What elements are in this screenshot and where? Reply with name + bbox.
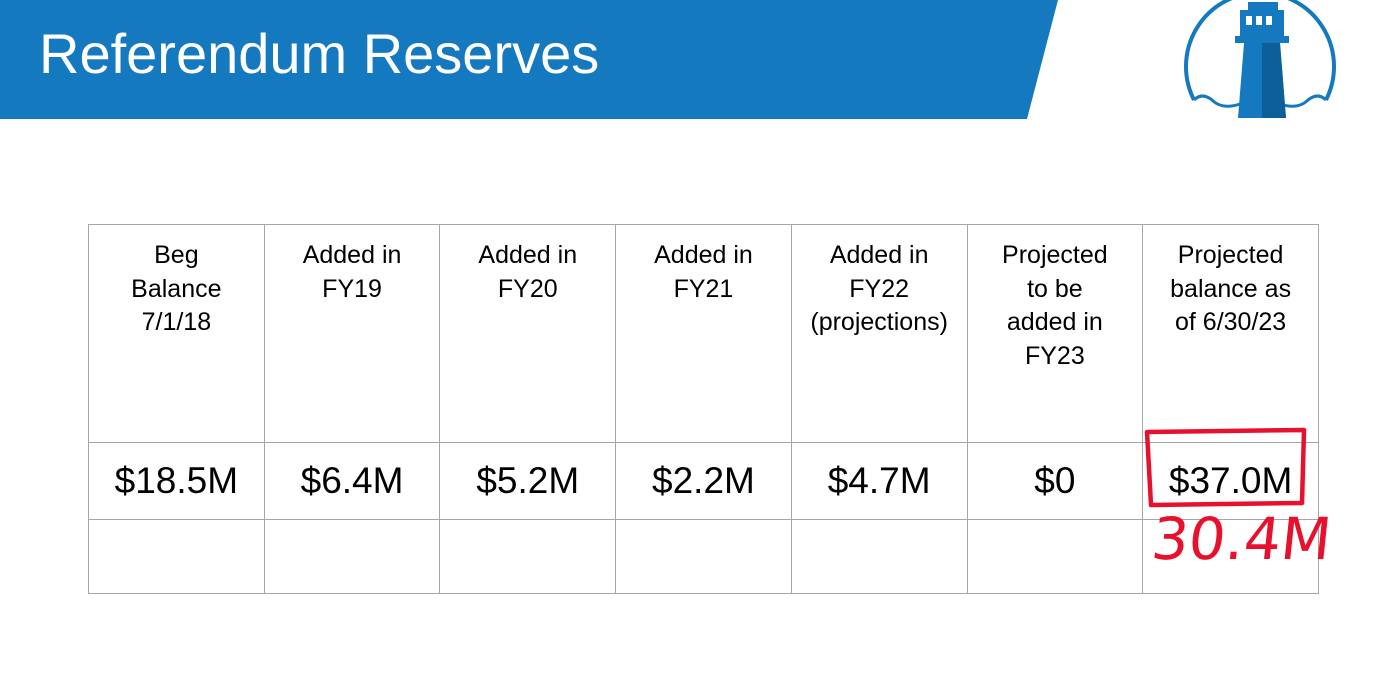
- column-header-projected-balance: Projected balance as of 6/30/23: [1142, 224, 1319, 443]
- empty-cell: [615, 519, 792, 594]
- header-text: Projected balance as of 6/30/23: [1170, 241, 1292, 336]
- value-fy22: $4.7M: [790, 442, 968, 520]
- empty-cell: [88, 519, 265, 594]
- table-row-values: $18.5M $6.4M $5.2M $2.2M $4.7M $0 $37.0M: [88, 442, 1319, 520]
- header-text: Projected to be added in FY23: [1002, 241, 1108, 370]
- title-banner-shape: [0, 0, 1058, 119]
- column-header-fy23: Projected to be added in FY23: [966, 224, 1144, 443]
- column-header-beg-balance: Beg Balance 7/1/18: [88, 224, 265, 443]
- empty-cell: [439, 519, 617, 594]
- slide-title: Referendum Reserves: [39, 22, 600, 85]
- header-text: Added in FY19: [302, 241, 402, 303]
- column-header-fy19: Added in FY19: [263, 224, 441, 443]
- header-text: Added in FY21: [654, 241, 753, 303]
- empty-cell: [263, 519, 441, 594]
- column-header-fy21: Added in FY21: [615, 224, 792, 443]
- value-fy19: $6.4M: [263, 442, 441, 520]
- handwritten-annotation: 30.4M: [1148, 505, 1335, 573]
- value-fy23: $0: [966, 442, 1144, 520]
- value-beg-balance: $18.5M: [88, 442, 265, 520]
- table-header-row: Beg Balance 7/1/18 Added in FY19 Added i…: [88, 224, 1319, 443]
- empty-cell: [790, 519, 968, 594]
- header-text: Added in FY22 (projections): [810, 241, 948, 336]
- empty-cell: [966, 519, 1144, 594]
- value-fy21: $2.2M: [615, 442, 792, 520]
- table-row-empty: [88, 519, 1319, 594]
- empty-cell: [1142, 519, 1319, 594]
- reserves-table: Beg Balance 7/1/18 Added in FY19 Added i…: [88, 224, 1319, 594]
- header-text: Beg Balance 7/1/18: [131, 241, 222, 336]
- title-banner: Referendum Reserves: [0, 0, 1060, 119]
- header-text: Added in FY20: [478, 241, 578, 303]
- value-fy20: $5.2M: [439, 442, 617, 520]
- column-header-fy20: Added in FY20: [439, 224, 617, 443]
- column-header-fy22: Added in FY22 (projections): [790, 224, 968, 443]
- lighthouse-icon: [1184, 0, 1336, 118]
